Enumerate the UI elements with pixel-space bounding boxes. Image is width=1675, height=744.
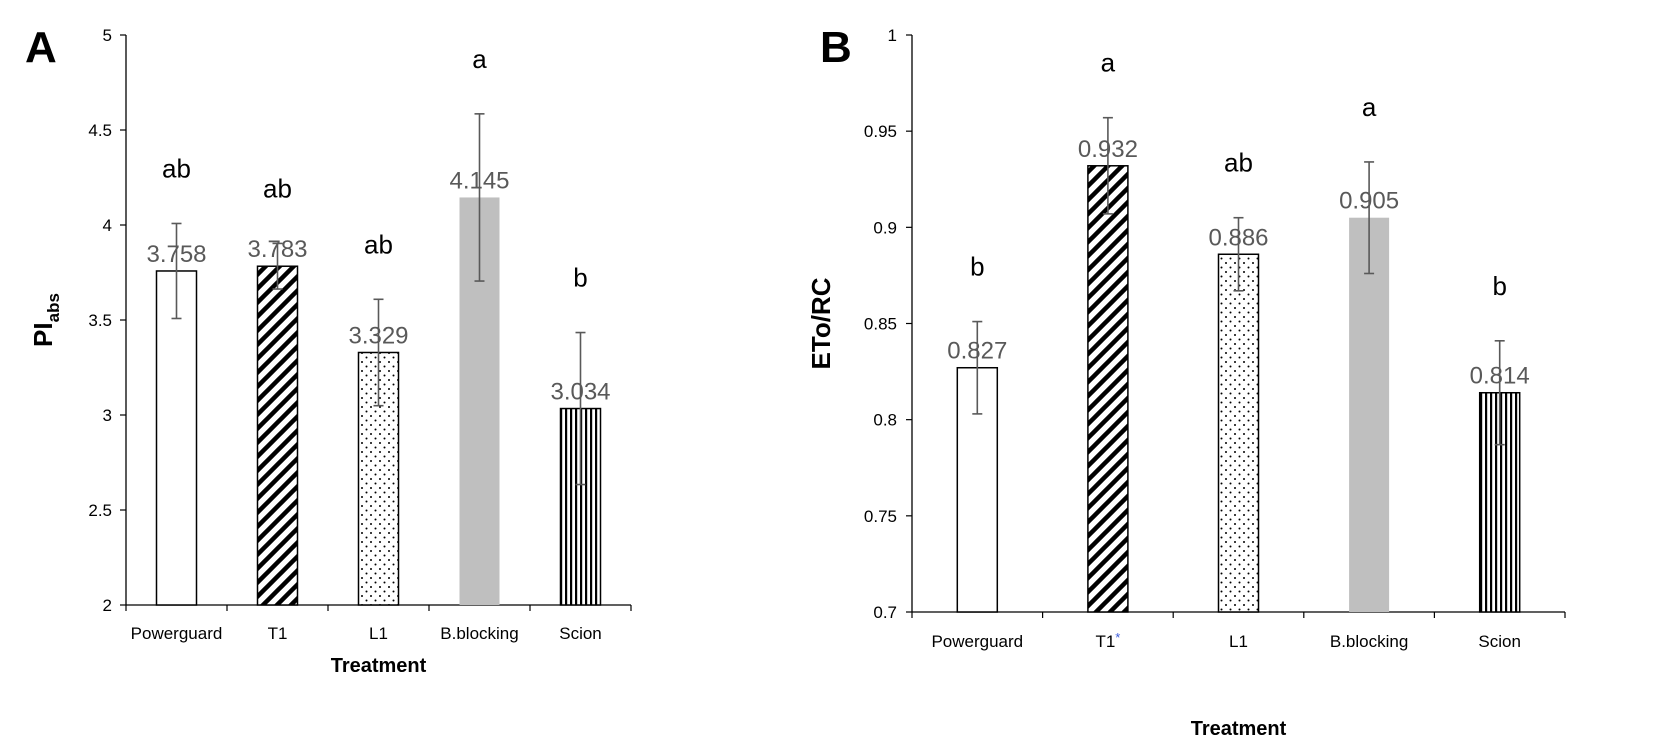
category-asterisk: * xyxy=(1115,630,1120,645)
data-label: 0.827 xyxy=(947,338,1007,365)
panel-label: A xyxy=(25,23,57,72)
data-label: 0.932 xyxy=(1078,136,1138,163)
y-tick-label: 3 xyxy=(103,406,112,425)
y-tick-label: 0.85 xyxy=(864,315,897,334)
data-label: 0.905 xyxy=(1339,188,1399,215)
data-label: 3.329 xyxy=(348,322,408,349)
x-category-label: L1 xyxy=(1229,632,1248,651)
y-tick-label: 4 xyxy=(103,216,112,235)
significance-letter: b xyxy=(1492,271,1506,301)
x-axis-title: Treatment xyxy=(331,655,427,677)
data-label: 4.145 xyxy=(449,167,509,194)
bar-b-blocking xyxy=(1349,217,1390,612)
x-category-label: L1 xyxy=(369,624,388,643)
x-category-label: T1 xyxy=(268,624,288,643)
y-axis-title: PIabs xyxy=(28,293,63,347)
significance-letter: b xyxy=(970,252,984,282)
bar-powerguard xyxy=(956,366,999,613)
significance-letter: a xyxy=(1362,92,1377,122)
significance-letter: ab xyxy=(364,229,393,259)
panel-label: B xyxy=(820,23,852,72)
y-tick-label: 1 xyxy=(888,26,897,45)
significance-letter: ab xyxy=(162,153,191,183)
bar-powerguard xyxy=(155,270,198,606)
significance-letter: ab xyxy=(1224,148,1253,178)
data-label: 3.783 xyxy=(247,236,307,263)
x-category-label: T1* xyxy=(1095,630,1120,651)
y-tick-label: 0.95 xyxy=(864,122,897,141)
y-tick-label: 0.75 xyxy=(864,507,897,526)
y-tick-label: 3.5 xyxy=(88,311,112,330)
x-category-label: Powerguard xyxy=(131,624,223,643)
data-label: 0.886 xyxy=(1208,224,1268,251)
y-tick-label: 0.7 xyxy=(873,603,897,622)
x-category-label: Scion xyxy=(559,624,602,643)
y-axis-title: ETo/RC xyxy=(806,277,836,369)
y-tick-label: 2 xyxy=(103,596,112,615)
x-category-label: Powerguard xyxy=(931,632,1023,651)
y-tick-label: 2.5 xyxy=(88,501,112,520)
x-category-label: B.blocking xyxy=(440,624,518,643)
y-axis-title-main: PI xyxy=(28,322,58,347)
y-tick-label: 4.5 xyxy=(88,121,112,140)
significance-letter: a xyxy=(1101,48,1116,78)
y-tick-label: 0.9 xyxy=(873,218,897,237)
x-category-label: Scion xyxy=(1478,632,1521,651)
y-axis-title-subscript: abs xyxy=(44,293,63,322)
bar-l1 xyxy=(1217,253,1260,613)
x-category-label: B.blocking xyxy=(1330,632,1408,651)
data-label: 3.034 xyxy=(550,379,610,406)
y-tick-label: 0.8 xyxy=(873,411,897,430)
bar-t1 xyxy=(1087,165,1129,613)
significance-letter: ab xyxy=(263,173,292,203)
significance-letter: b xyxy=(573,263,587,293)
y-tick-label: 5 xyxy=(103,26,112,45)
bar-t1 xyxy=(256,265,299,606)
data-label: 3.758 xyxy=(146,241,206,268)
x-axis-title: Treatment xyxy=(1191,718,1287,740)
significance-letter: a xyxy=(472,44,487,74)
data-label: 0.814 xyxy=(1470,363,1530,390)
